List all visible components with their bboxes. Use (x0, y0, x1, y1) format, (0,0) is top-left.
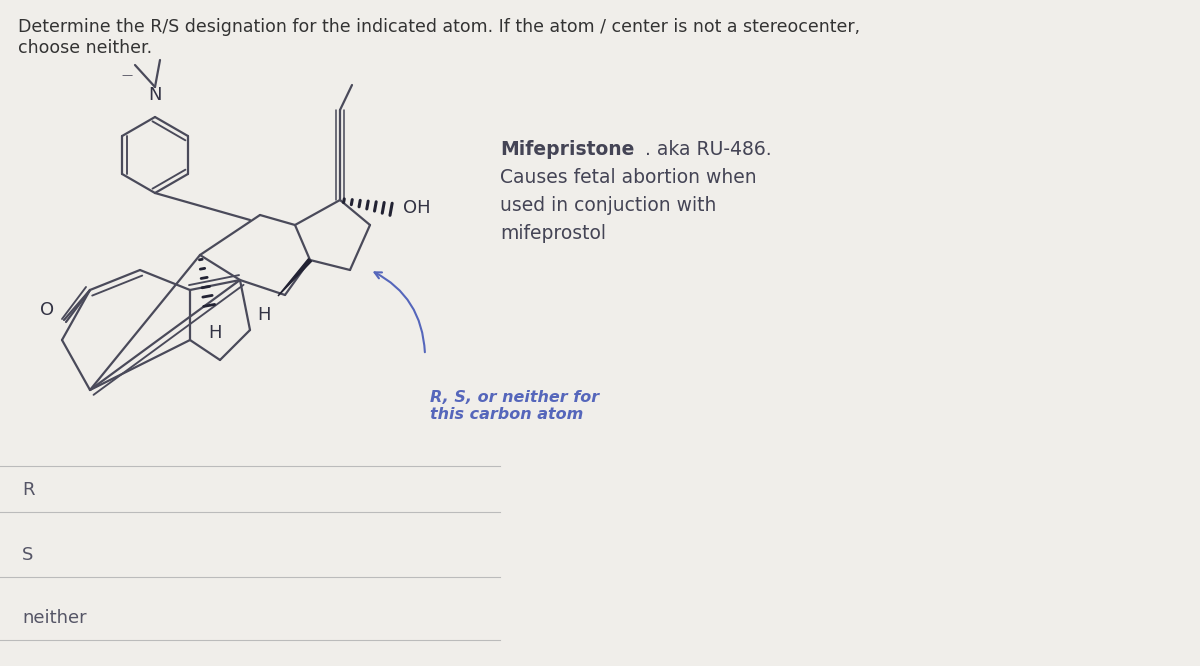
Text: N: N (149, 86, 162, 104)
Text: R: R (22, 481, 35, 499)
Text: H: H (257, 306, 271, 324)
Text: Causes fetal abortion when
used in conjuction with
mifeprostol: Causes fetal abortion when used in conju… (500, 168, 757, 243)
Polygon shape (278, 258, 312, 296)
Text: Determine the R/S designation for the indicated atom. If the atom / center is no: Determine the R/S designation for the in… (18, 18, 860, 57)
Text: S: S (22, 546, 34, 564)
FancyArrowPatch shape (374, 272, 425, 352)
Text: R, S, or neither for
this carbon atom: R, S, or neither for this carbon atom (430, 390, 599, 422)
Text: . aka RU-486.: . aka RU-486. (646, 140, 772, 159)
Text: OH: OH (403, 199, 431, 217)
Text: Mifepristone: Mifepristone (500, 140, 635, 159)
Text: —: — (121, 70, 132, 80)
Text: H: H (209, 324, 222, 342)
Text: O: O (40, 301, 54, 319)
Text: neither: neither (22, 609, 86, 627)
